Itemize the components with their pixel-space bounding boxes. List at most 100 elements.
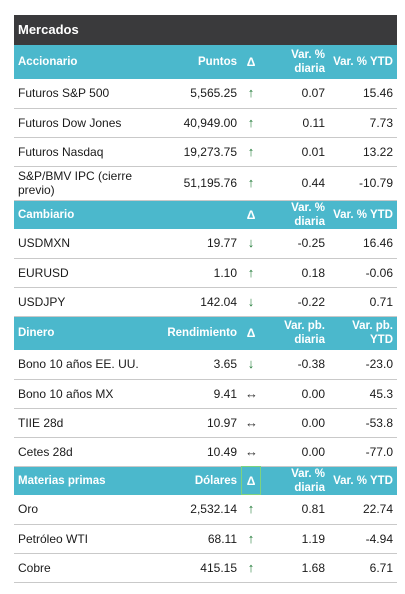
table-row: Cobre 415.15 ↑ 1.68 6.71 bbox=[14, 553, 397, 583]
cell-name: USDJPY bbox=[14, 287, 149, 317]
cell-value: 5,565.25 bbox=[149, 79, 241, 109]
cell-name: Futuros S&P 500 bbox=[14, 79, 149, 109]
cell-value: 2,532.14 bbox=[149, 495, 241, 525]
cell-ytd: 0.71 bbox=[329, 287, 397, 317]
cell-daily: -0.38 bbox=[261, 350, 329, 380]
header-value bbox=[149, 200, 241, 229]
arrow-up-icon: ↑ bbox=[241, 495, 261, 525]
table-row: USDJPY 142.04 ↓ -0.22 0.71 bbox=[14, 287, 397, 317]
cell-value: 3.65 bbox=[149, 350, 241, 380]
table-row: Futuros S&P 500 5,565.25 ↑ 0.07 15.46 bbox=[14, 79, 397, 109]
markets-panel: Mercados Accionario Puntos Δ Var. % diaria V… bbox=[14, 15, 397, 583]
markets-table: Accionario Puntos Δ Var. % diaria Var. % YTD… bbox=[14, 45, 397, 583]
cell-name: S&P/BMV IPC (cierre previo) bbox=[14, 166, 149, 201]
header-ytd: Var. % YTD bbox=[329, 200, 397, 229]
table-row: Futuros Nasdaq 19,273.75 ↑ 0.01 13.22 bbox=[14, 137, 397, 167]
cell-name: TIIE 28d bbox=[14, 408, 149, 438]
table-row: Bono 10 años EE. UU. 3.65 ↓ -0.38 -23.0 bbox=[14, 350, 397, 380]
table-row: S&P/BMV IPC (cierre previo) 51,195.76 ↑ 0.4… bbox=[14, 166, 397, 201]
cell-daily: 0.11 bbox=[261, 108, 329, 138]
header-delta: Δ bbox=[241, 45, 261, 79]
table-row: TIIE 28d 10.97 ↔ 0.00 -53.8 bbox=[14, 408, 397, 438]
header-daily: Var. % diaria bbox=[261, 45, 329, 79]
header-daily: Var. % diaria bbox=[261, 466, 329, 495]
arrow-both-icon: ↔ bbox=[241, 408, 261, 438]
cell-ytd: 13.22 bbox=[329, 137, 397, 167]
header-value: Rendimiento bbox=[149, 316, 241, 350]
arrow-both-icon: ↔ bbox=[241, 437, 261, 467]
arrow-up-icon: ↑ bbox=[241, 166, 261, 201]
header-value: Dólares bbox=[149, 466, 241, 495]
cell-ytd: -77.0 bbox=[329, 437, 397, 467]
section-header: Cambiario Δ Var. % diaria Var. % YTD bbox=[14, 200, 397, 229]
cell-name: Cetes 28d bbox=[14, 437, 149, 467]
cell-name: Futuros Dow Jones bbox=[14, 108, 149, 138]
cell-name: Petróleo WTI bbox=[14, 524, 149, 554]
table-row: Futuros Dow Jones 40,949.00 ↑ 0.11 7.73 bbox=[14, 108, 397, 138]
arrow-up-icon: ↑ bbox=[241, 79, 261, 109]
header-daily: Var. pb. diaria bbox=[261, 316, 329, 350]
arrow-down-icon: ↓ bbox=[241, 287, 261, 317]
cell-value: 1.10 bbox=[149, 258, 241, 288]
cell-name: Bono 10 años EE. UU. bbox=[14, 350, 149, 380]
arrow-up-icon: ↑ bbox=[241, 553, 261, 583]
header-ytd: Var. pb. YTD bbox=[329, 316, 397, 350]
cell-ytd: -4.94 bbox=[329, 524, 397, 554]
section-header: Accionario Puntos Δ Var. % diaria Var. % YTD bbox=[14, 45, 397, 79]
arrow-down-icon: ↓ bbox=[241, 229, 261, 259]
cell-value: 51,195.76 bbox=[149, 166, 241, 201]
cell-value: 68.11 bbox=[149, 524, 241, 554]
cell-value: 19,273.75 bbox=[149, 137, 241, 167]
arrow-up-icon: ↑ bbox=[241, 108, 261, 138]
cell-daily: 0.00 bbox=[261, 408, 329, 438]
cell-value: 40,949.00 bbox=[149, 108, 241, 138]
cell-name: USDMXN bbox=[14, 229, 149, 259]
header-value: Puntos bbox=[149, 45, 241, 79]
cell-name: Bono 10 años MX bbox=[14, 379, 149, 409]
cell-name: EURUSD bbox=[14, 258, 149, 288]
cell-ytd: -0.06 bbox=[329, 258, 397, 288]
cell-daily: 0.00 bbox=[261, 437, 329, 467]
cell-daily: 0.07 bbox=[261, 79, 329, 109]
cell-ytd: 7.73 bbox=[329, 108, 397, 138]
cell-ytd: -23.0 bbox=[329, 350, 397, 380]
table-row: EURUSD 1.10 ↑ 0.18 -0.06 bbox=[14, 258, 397, 288]
panel-title: Mercados bbox=[14, 15, 397, 45]
arrow-down-icon: ↓ bbox=[241, 350, 261, 380]
header-daily: Var. % diaria bbox=[261, 200, 329, 229]
table-row: Cetes 28d 10.49 ↔ 0.00 -77.0 bbox=[14, 437, 397, 467]
cell-value: 19.77 bbox=[149, 229, 241, 259]
cell-daily: -0.25 bbox=[261, 229, 329, 259]
section-header: Materias primas Dólares Δ Var. % diaria Var.… bbox=[14, 466, 397, 495]
cell-ytd: 15.46 bbox=[329, 79, 397, 109]
cell-ytd: -10.79 bbox=[329, 166, 397, 201]
header-name: Accionario bbox=[14, 45, 149, 79]
header-name: Materias primas bbox=[14, 466, 149, 495]
cell-value: 9.41 bbox=[149, 379, 241, 409]
cell-daily: 0.81 bbox=[261, 495, 329, 525]
header-ytd: Var. % YTD bbox=[329, 466, 397, 495]
header-delta: Δ bbox=[241, 316, 261, 350]
arrow-up-icon: ↑ bbox=[241, 137, 261, 167]
table-row: USDMXN 19.77 ↓ -0.25 16.46 bbox=[14, 229, 397, 259]
cell-ytd: 45.3 bbox=[329, 379, 397, 409]
cell-ytd: 22.74 bbox=[329, 495, 397, 525]
cell-ytd: 6.71 bbox=[329, 553, 397, 583]
cell-daily: 0.00 bbox=[261, 379, 329, 409]
table-row: Bono 10 años MX 9.41 ↔ 0.00 45.3 bbox=[14, 379, 397, 409]
section-header: Dinero Rendimiento Δ Var. pb. diaria Var. pb… bbox=[14, 316, 397, 350]
table-row: Oro 2,532.14 ↑ 0.81 22.74 bbox=[14, 495, 397, 525]
cell-ytd: -53.8 bbox=[329, 408, 397, 438]
arrow-both-icon: ↔ bbox=[241, 379, 261, 409]
cell-daily: -0.22 bbox=[261, 287, 329, 317]
cell-value: 10.97 bbox=[149, 408, 241, 438]
header-delta: Δ bbox=[241, 200, 261, 229]
cell-name: Oro bbox=[14, 495, 149, 525]
cell-daily: 0.44 bbox=[261, 166, 329, 201]
cell-daily: 1.19 bbox=[261, 524, 329, 554]
cell-name: Futuros Nasdaq bbox=[14, 137, 149, 167]
cell-value: 142.04 bbox=[149, 287, 241, 317]
header-delta: Δ bbox=[241, 466, 261, 495]
arrow-up-icon: ↑ bbox=[241, 524, 261, 554]
cell-value: 10.49 bbox=[149, 437, 241, 467]
